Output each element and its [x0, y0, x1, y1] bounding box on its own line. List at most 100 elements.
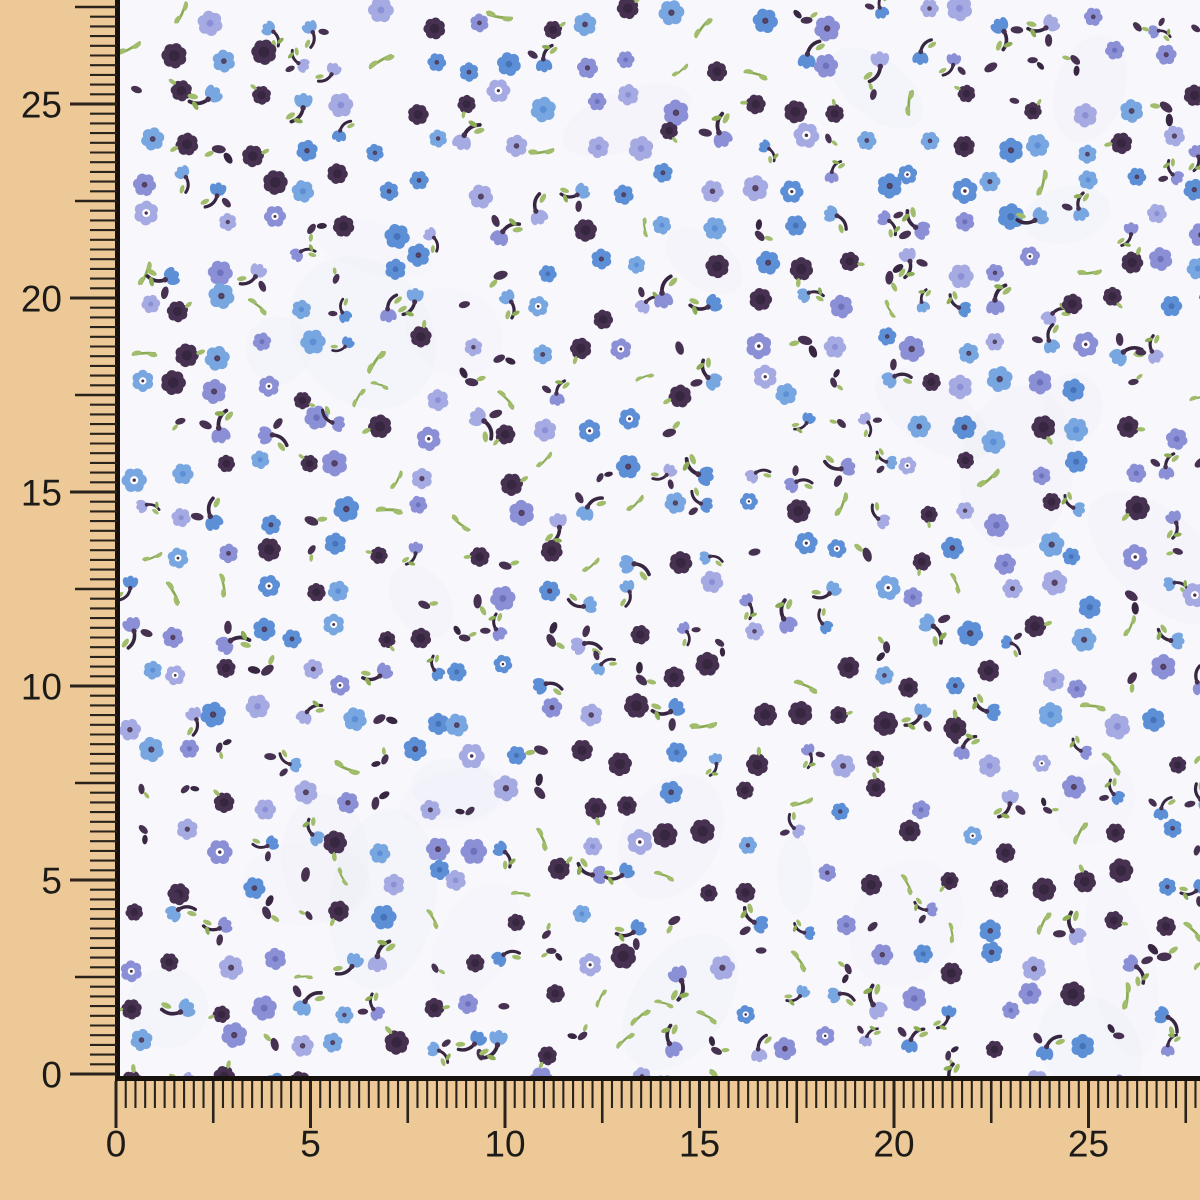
daisy-flower [746, 333, 772, 360]
daisy-flower [486, 79, 511, 102]
tulip-bud [165, 891, 197, 923]
tulip-bud [530, 192, 549, 226]
tulip-bud [823, 455, 856, 487]
daisy-flower [208, 283, 235, 309]
rosette-flower [1042, 493, 1061, 512]
leaf-sprig [367, 350, 386, 374]
tulip-bud [1033, 1032, 1065, 1061]
tulip-bud [575, 492, 607, 521]
daisy-flower [898, 456, 917, 475]
rosette-flower [213, 789, 235, 814]
daisy-flower [618, 408, 641, 430]
tulip-bud [1026, 14, 1061, 47]
daisy-flower [955, 212, 975, 232]
daisy-flower [427, 389, 449, 412]
daisy-flower [1063, 417, 1089, 442]
seed-pod [263, 1033, 279, 1051]
tulip-bud [492, 840, 516, 870]
tulip-bud [603, 862, 635, 885]
daisy-flower [1067, 679, 1087, 699]
daisy-flower [794, 531, 818, 555]
daisy-flower [745, 622, 764, 641]
tulip-bud [120, 575, 139, 602]
daisy-flower [120, 960, 142, 983]
daisy-flower [197, 10, 223, 36]
daisy-flower [829, 294, 853, 319]
leaf-sprig [696, 1010, 717, 1025]
leaf-sprig [165, 581, 180, 606]
seed-pod [204, 145, 233, 164]
tulip-bud [698, 111, 733, 148]
daisy-flower [1018, 982, 1042, 1005]
seed-pod [1009, 97, 1020, 104]
daisy-flower [952, 178, 978, 204]
rosette-flower [1109, 858, 1134, 883]
rosette-flower [624, 693, 649, 718]
tulip-bud [201, 916, 233, 946]
rosette-flower [865, 772, 886, 798]
daisy-flower [957, 620, 984, 647]
tulip-bud [315, 62, 342, 83]
leaf-sprig [1077, 269, 1102, 276]
rosette-flower [753, 702, 778, 727]
tulip-bud [1154, 1006, 1179, 1036]
tulip-bud [423, 227, 440, 254]
tulip-bud [426, 654, 446, 682]
rosette-flower [1105, 823, 1125, 843]
daisy-flower [664, 492, 687, 514]
leaf-sprig [671, 63, 689, 77]
leaf-sprig [793, 679, 818, 694]
seed-pod [748, 548, 761, 556]
daisy-flower [291, 180, 315, 203]
tulip-bud [857, 412, 883, 438]
tulip-bud [285, 92, 313, 124]
seed-pod [755, 947, 767, 954]
daisy-flower [303, 659, 324, 680]
rosette-flower [161, 370, 186, 395]
daisy-flower [1064, 450, 1088, 473]
leaf-sprig [247, 298, 267, 316]
tulip-bud [545, 513, 567, 545]
rosette-flower [537, 1046, 557, 1069]
daisy-flower [258, 375, 280, 397]
rosette-flower [365, 546, 388, 564]
rosette-flower [465, 954, 485, 973]
daisy-flower [493, 775, 519, 802]
leaf-sprig [497, 390, 515, 410]
leaf-sprig [694, 18, 713, 39]
rosette-flower [298, 454, 318, 473]
daisy-flower [324, 532, 346, 555]
seed-pod [498, 560, 520, 570]
daisy-flower [897, 164, 918, 185]
leaf-sprig [370, 381, 389, 390]
tulip-bud [480, 612, 508, 642]
daisy-flower [703, 217, 727, 240]
tulip-bud [301, 20, 329, 49]
leaf-sprig [334, 760, 360, 775]
daisy-flower [253, 617, 276, 641]
seed-pod [708, 1036, 730, 1055]
daisy-flower [616, 51, 635, 69]
daisy-flower [572, 904, 592, 923]
daisy-flower [632, 1067, 652, 1076]
seed-pod [1128, 373, 1143, 386]
rosette-flower [216, 658, 236, 678]
daisy-flower [493, 654, 513, 674]
seed-pod [525, 745, 548, 756]
seed-pod [458, 301, 470, 309]
rosette-flower [593, 309, 614, 330]
daisy-flower [831, 754, 856, 778]
daisy-flower [1073, 331, 1099, 357]
daisy-flower [207, 260, 233, 285]
daisy-flower [780, 180, 804, 203]
rosette-flower [463, 547, 490, 567]
seed-pod [247, 655, 275, 676]
rosette-flower [571, 739, 593, 762]
rosette-flower [608, 752, 632, 777]
leaf-sprig [337, 867, 349, 886]
daisy-flower [162, 626, 184, 648]
rosette-flower [263, 170, 288, 195]
tulip-bud [566, 593, 597, 613]
daisy-flower [981, 429, 1006, 454]
cloth-mottle [1056, 764, 1136, 844]
